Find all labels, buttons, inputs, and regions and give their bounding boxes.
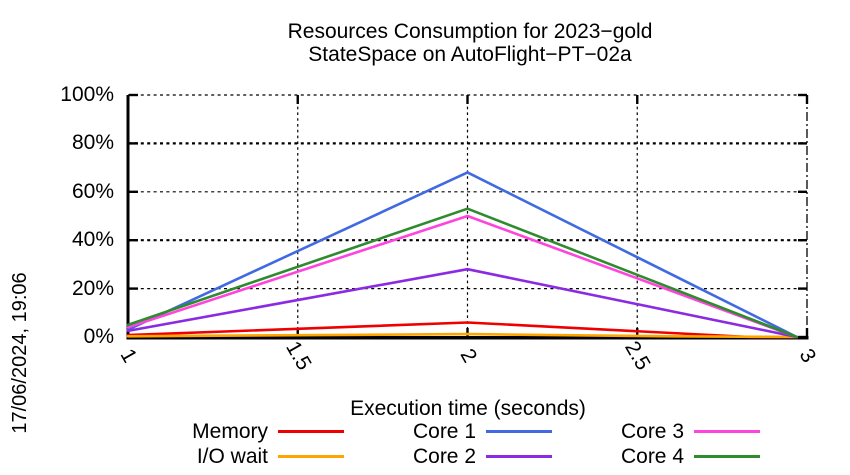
legend-item-memory: Memory: [148, 419, 344, 444]
y-tick-label: 20%: [71, 276, 114, 300]
legend-label: I/O wait: [196, 445, 268, 468]
timestamp-label: 17/06/2024, 19:06: [9, 272, 31, 434]
chart-title-line1: Resources Consumption for 2023−gold: [287, 20, 653, 43]
x-axis-title: Execution time (seconds): [350, 397, 586, 420]
legend-item-core-3: Core 3: [564, 419, 760, 444]
y-tick-label: 80%: [71, 131, 114, 155]
legend-label: Core 1: [412, 420, 476, 443]
series-line-core-4: [126, 207, 799, 339]
legend-item-i-o-wait: I/O wait: [148, 444, 344, 469]
y-tick-label: 0%: [83, 325, 114, 348]
legend-swatch: [486, 455, 552, 458]
legend-swatch: [694, 430, 760, 433]
legend-swatch: [694, 455, 760, 458]
chart-title: Resources Consumption for 2023−gold Stat…: [90, 20, 850, 66]
y-tick-label: 60%: [71, 179, 114, 203]
legend: Memory I/O wait Core 1 Core 2 Core 3 Core 4: [148, 419, 760, 469]
series-line-i-o-wait: [126, 332, 799, 339]
legend-item-core-4: Core 4: [564, 444, 760, 469]
chart-title-line2: StateSpace on AutoFlight−PT−02a: [308, 43, 632, 66]
series-line-core-1: [126, 171, 799, 339]
y-tick-label: 100%: [60, 83, 114, 106]
legend-item-core-1: Core 1: [356, 419, 552, 444]
legend-swatch: [278, 455, 344, 458]
legend-label: Memory: [192, 420, 268, 443]
y-tick-label: 40%: [71, 228, 114, 252]
legend-label: Core 3: [620, 420, 684, 443]
series-line-core-3: [126, 214, 799, 339]
series-line-core-2: [126, 267, 799, 339]
legend-swatch: [486, 430, 552, 433]
legend-label: Core 4: [620, 445, 684, 468]
legend-item-core-2: Core 2: [356, 444, 552, 469]
legend-swatch: [278, 430, 344, 433]
legend-label: Core 2: [412, 445, 476, 468]
